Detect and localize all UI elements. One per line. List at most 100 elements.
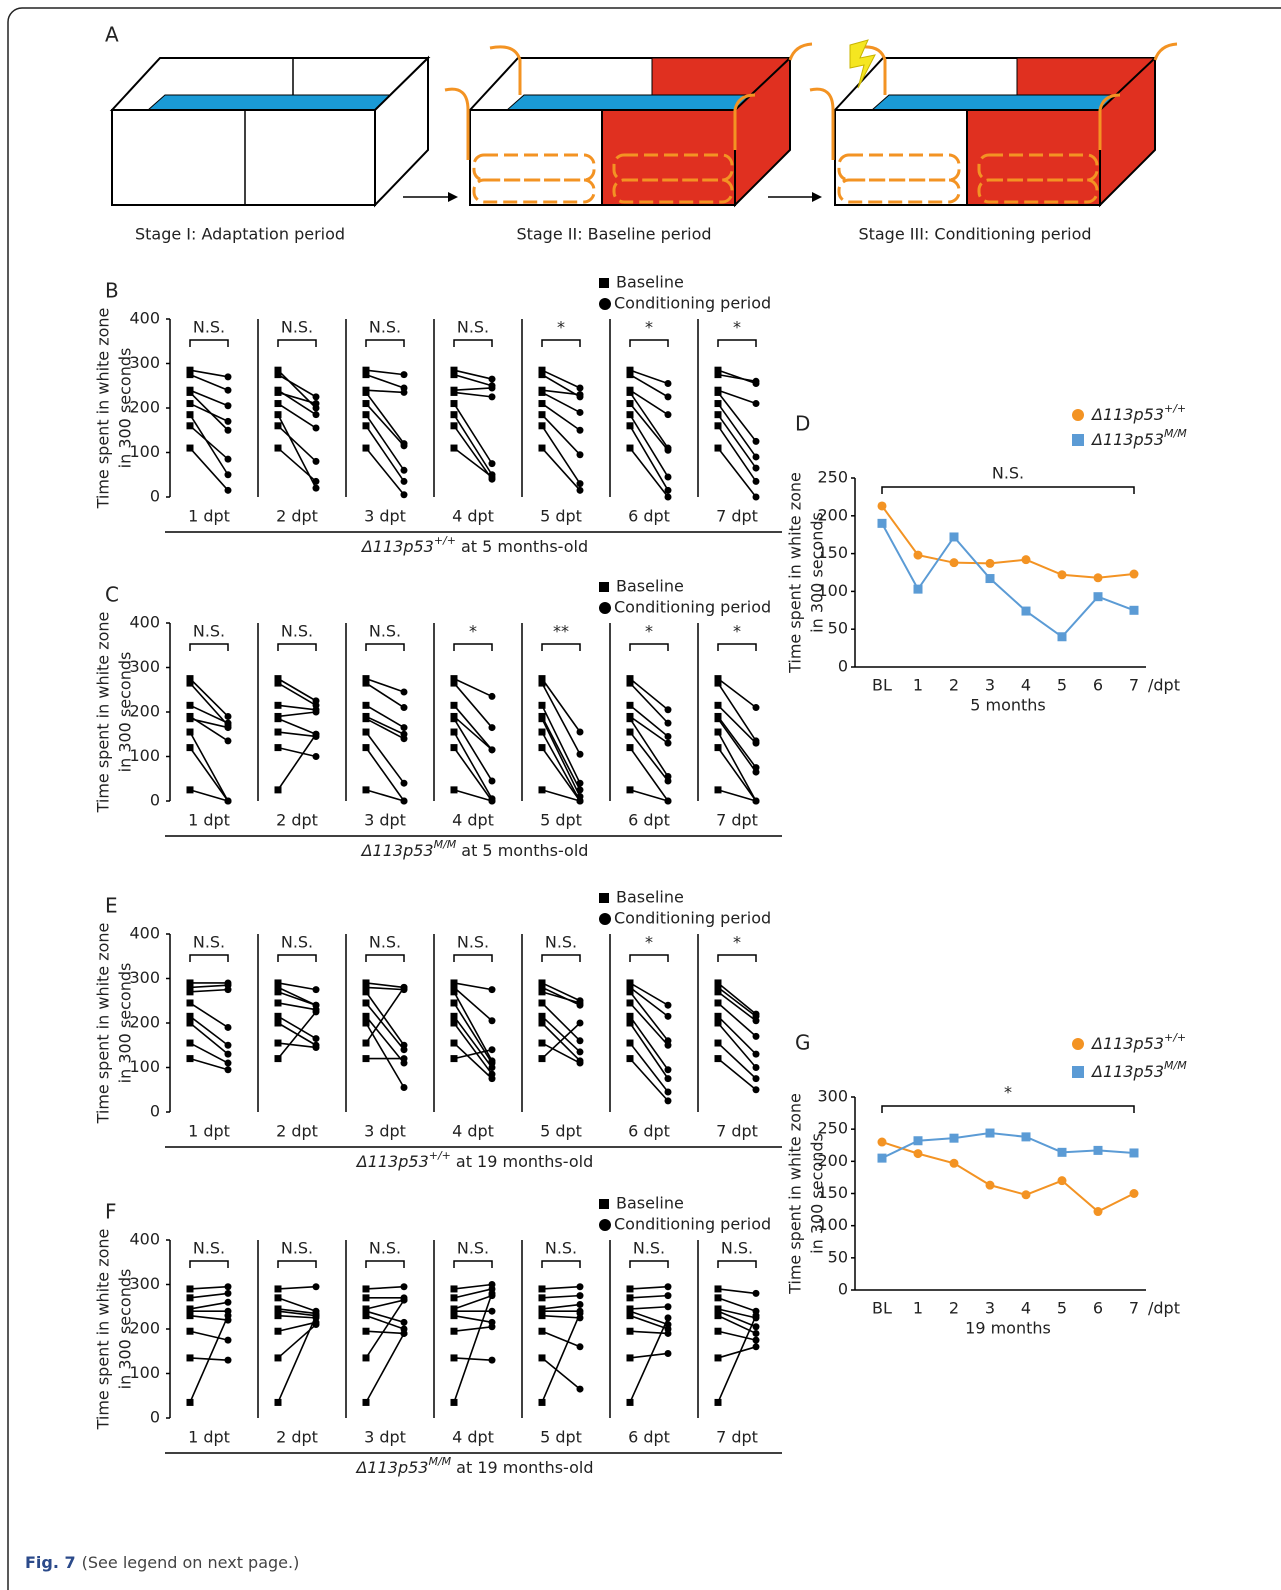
gene: Δ113p53 — [360, 537, 434, 556]
conditioning-point — [401, 389, 408, 396]
x-tick-label: 2 — [949, 1299, 959, 1318]
x-tick-label: 3 dpt — [364, 1122, 406, 1141]
point — [1130, 570, 1139, 579]
conditioning-point — [225, 737, 232, 744]
significance: N.S. — [721, 1239, 753, 1258]
conditioning-point — [225, 1337, 232, 1344]
baseline-point — [275, 786, 282, 793]
baseline-point — [715, 702, 722, 709]
conditioning-point — [665, 706, 672, 713]
pair-line — [542, 392, 580, 412]
stage-caption: Stage II: Baseline period — [516, 225, 711, 244]
group-suffix: at 19 months-old — [456, 1152, 593, 1171]
conditioning-point — [489, 777, 496, 784]
y-tick-label: 400 — [129, 309, 160, 328]
x-tick-label: 3 — [985, 676, 995, 695]
baseline-point — [451, 1328, 458, 1335]
y-tick-label: 100 — [817, 581, 848, 600]
conditioning-point — [313, 709, 320, 716]
y-tick-label: 0 — [838, 657, 848, 676]
pair-line — [366, 992, 404, 1045]
legend-marker — [1072, 409, 1084, 421]
conditioning-point — [577, 729, 584, 736]
pair-line — [366, 415, 404, 471]
baseline-point — [363, 400, 370, 407]
baseline-point — [187, 786, 194, 793]
baseline-point — [275, 988, 282, 995]
pair-line — [366, 716, 404, 734]
pair-line — [190, 1016, 228, 1045]
pair-line — [278, 683, 316, 705]
y-tick-label: 300 — [129, 657, 160, 676]
baseline-point — [363, 786, 370, 793]
pair-line — [366, 426, 404, 482]
pair-line — [366, 719, 404, 739]
legend-label: Δ113p53M/M — [1090, 427, 1187, 449]
apparatus-1 — [112, 58, 428, 205]
x-tick-label: 7 dpt — [716, 507, 758, 526]
baseline-point — [715, 680, 722, 687]
baseline-point — [539, 786, 546, 793]
conditioning-point — [577, 1301, 584, 1308]
baseline-point — [451, 1055, 458, 1062]
conditioning-point — [665, 1097, 672, 1104]
pair-line — [278, 426, 316, 462]
genotype: M/M — [434, 838, 457, 851]
conditioning-point — [225, 724, 232, 731]
conditioning-point — [225, 487, 232, 494]
x-unit: /dpt — [1148, 1299, 1180, 1318]
x-tick-label: BL — [872, 676, 892, 695]
point — [986, 1129, 995, 1138]
pair-line — [718, 415, 756, 468]
y-tick-label: 400 — [129, 613, 160, 632]
conditioning-point — [401, 1319, 408, 1326]
point — [878, 501, 887, 510]
genotype: M/M — [1164, 427, 1187, 440]
baseline-point — [539, 1013, 546, 1020]
legend-label: Δ113p53+/+ — [1090, 402, 1186, 424]
group-label: Δ113p53M/Mat 19 months-old — [354, 1455, 593, 1477]
baseline-point — [539, 389, 546, 396]
x-unit: /dpt — [1148, 676, 1180, 695]
baseline-point — [451, 1020, 458, 1027]
x-axis-title: 19 months — [965, 1319, 1051, 1338]
pair-line — [366, 987, 404, 1043]
conditioning-point — [225, 471, 232, 478]
baseline-point — [715, 445, 722, 452]
conditioning-point — [489, 1075, 496, 1082]
pair-line — [542, 1358, 580, 1389]
pair-line — [718, 1289, 756, 1293]
pair-line — [366, 1331, 404, 1333]
baseline-point — [363, 1285, 370, 1292]
pair-line — [630, 1307, 668, 1309]
significance-bracket — [542, 644, 580, 651]
gene: Δ113p53 — [354, 1458, 428, 1477]
panel-label: B — [105, 279, 119, 303]
pair-line — [542, 748, 580, 801]
pair-line — [366, 1300, 404, 1358]
point — [950, 532, 959, 541]
conditioning-point — [665, 1066, 672, 1073]
baseline-point — [363, 715, 370, 722]
gene: Δ113p53 — [360, 841, 434, 860]
conditioning-point — [577, 1310, 584, 1317]
conditioning-point — [665, 1002, 672, 1009]
y-tick-label: 0 — [838, 1280, 848, 1299]
pair-line — [630, 1353, 668, 1357]
baseline-point — [539, 445, 546, 452]
pair-line — [718, 1298, 756, 1311]
conditioning-point — [313, 400, 320, 407]
pair-line — [190, 683, 228, 725]
pair-line — [718, 1331, 756, 1340]
pair-line — [366, 983, 404, 987]
conditioning-point — [489, 376, 496, 383]
conditioning-point — [665, 1350, 672, 1357]
baseline-point — [627, 999, 634, 1006]
pair-line — [630, 992, 668, 1041]
y-tick-label: 150 — [817, 543, 848, 562]
pair-line — [718, 992, 756, 1021]
conditioning-point — [665, 740, 672, 747]
conditioning-point — [225, 1024, 232, 1031]
y-tick-label: 250 — [817, 1119, 848, 1138]
baseline-point — [715, 988, 722, 995]
